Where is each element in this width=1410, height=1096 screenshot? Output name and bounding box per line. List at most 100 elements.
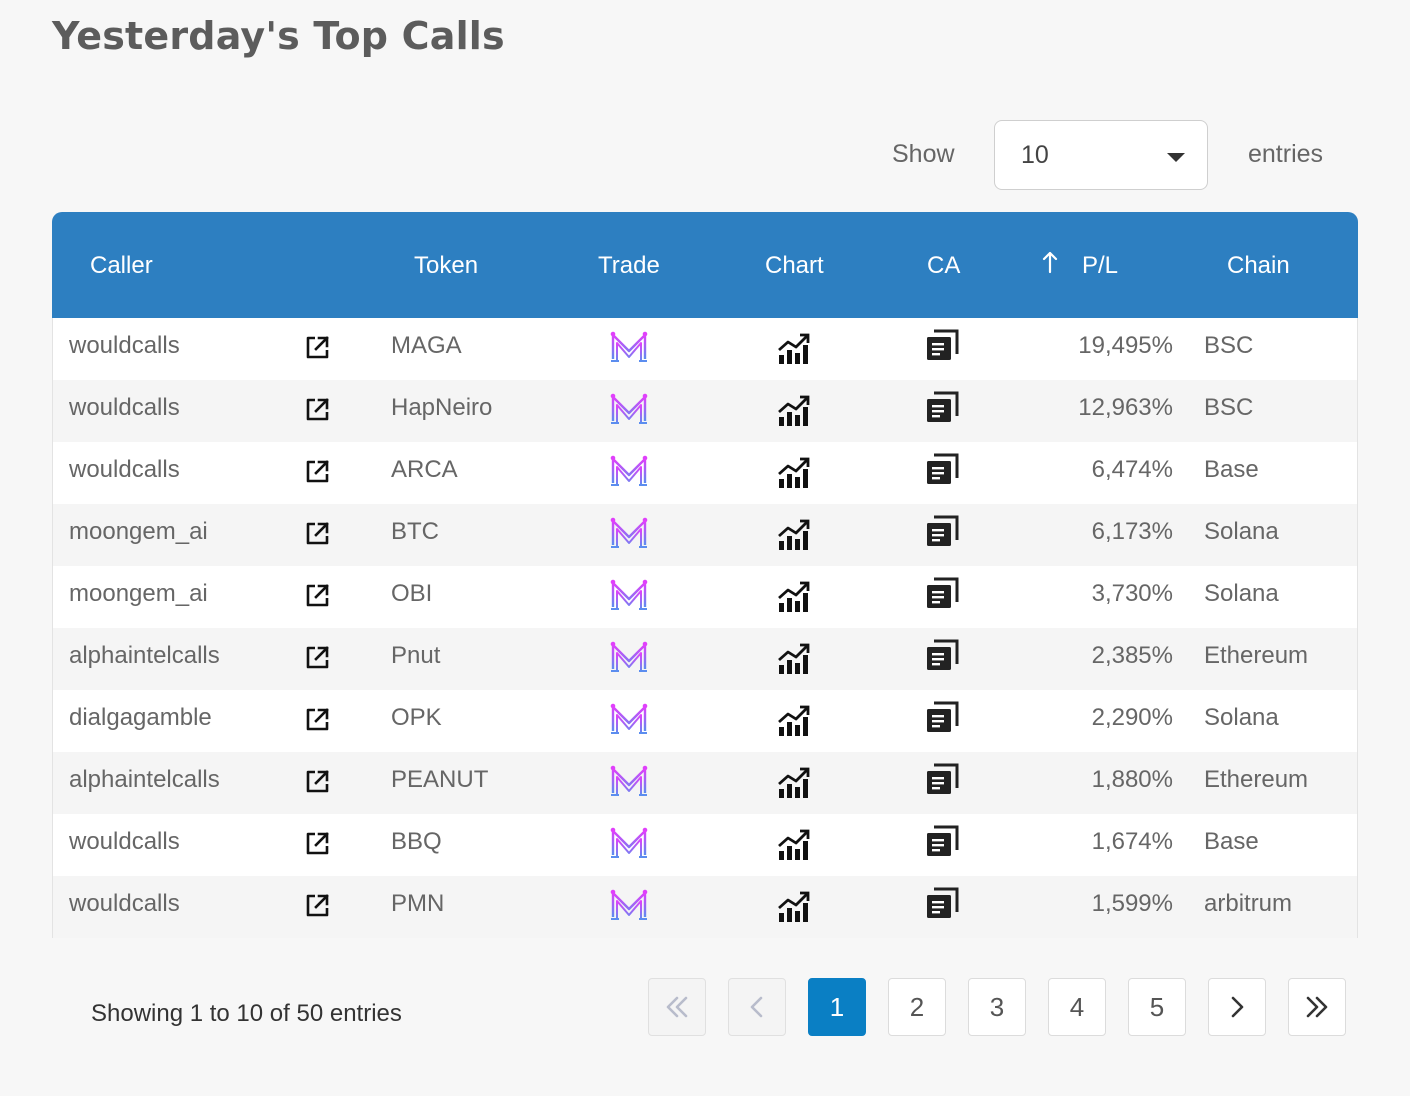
table-row: moongem_ai OBI 3,730% Solana [53,566,1357,628]
header-trade[interactable]: Trade [598,252,660,279]
token-name: PEANUT [391,766,489,793]
copy-icon[interactable] [925,762,959,796]
chart-trend-icon[interactable] [777,393,811,427]
external-link-icon[interactable] [303,768,331,796]
external-link-icon[interactable] [303,830,331,858]
external-link-icon[interactable] [303,458,331,486]
table-row: wouldcalls HapNeiro 12,963% BSC [53,380,1357,442]
trade-logo-icon[interactable] [609,825,649,861]
page-button-4[interactable]: 4 [1048,978,1106,1036]
table-info: Showing 1 to 10 of 50 entries [91,1000,402,1027]
caret-down-icon [1167,153,1185,162]
header-caller[interactable]: Caller [90,252,153,279]
trade-logo-icon[interactable] [609,453,649,489]
table-row: wouldcalls MAGA 19,495% BSC [53,318,1357,380]
trade-logo-icon[interactable] [609,577,649,613]
header-pl[interactable]: P/L [1082,252,1119,279]
entries-label: entries [1248,140,1324,168]
external-link-icon[interactable] [303,892,331,920]
external-link-icon[interactable] [303,520,331,548]
caller-name: dialgagamble [69,704,212,731]
chart-trend-icon[interactable] [777,827,811,861]
chart-trend-icon[interactable] [777,331,811,365]
trade-logo-icon[interactable] [609,701,649,737]
table-header: Caller Token Trade Chart CA P/L Chain [52,212,1358,318]
token-name: HapNeiro [391,394,493,421]
external-link-icon[interactable] [303,582,331,610]
first-page-button[interactable] [648,978,706,1036]
chain-name: Solana [1204,518,1279,545]
table-row: alphaintelcalls PEANUT 1,880% Ethereum [53,752,1357,814]
caller-name: wouldcalls [69,828,180,855]
copy-icon[interactable] [925,390,959,424]
chart-trend-icon[interactable] [777,455,811,489]
pl-value: 1,599% [1091,890,1173,917]
table-row: dialgagamble OPK 2,290% Solana [53,690,1357,752]
header-token[interactable]: Token [414,252,479,279]
chain-name: arbitrum [1204,890,1293,917]
trade-logo-icon[interactable] [609,515,649,551]
trade-logo-icon[interactable] [609,391,649,427]
copy-icon[interactable] [925,328,959,362]
trade-logo-icon[interactable] [609,639,649,675]
chart-trend-icon[interactable] [777,641,811,675]
page-button-3[interactable]: 3 [968,978,1026,1036]
pl-value: 2,385% [1091,642,1173,669]
chart-trend-icon[interactable] [777,517,811,551]
chain-name: BSC [1204,394,1254,421]
page-button-1[interactable]: 1 [808,978,866,1036]
chain-name: Solana [1204,580,1279,607]
chain-name: Ethereum [1204,766,1309,793]
caller-name: wouldcalls [69,456,180,483]
table-row: wouldcalls PMN 1,599% arbitrum [53,876,1357,938]
copy-icon[interactable] [925,886,959,920]
show-label: Show [892,140,955,168]
copy-icon[interactable] [925,824,959,858]
pl-value: 1,880% [1091,766,1173,793]
chart-trend-icon[interactable] [777,703,811,737]
caller-name: wouldcalls [69,890,180,917]
trade-logo-icon[interactable] [609,329,649,365]
caller-name: moongem_ai [69,518,208,545]
entries-select-value: 10 [1021,141,1049,169]
page-button-2[interactable]: 2 [888,978,946,1036]
copy-icon[interactable] [925,514,959,548]
page-button-5[interactable]: 5 [1128,978,1186,1036]
token-name: ARCA [391,456,458,483]
caller-name: wouldcalls [69,394,180,421]
pl-value: 1,674% [1091,828,1173,855]
header-ca[interactable]: CA [927,252,961,279]
chain-name: Base [1204,828,1259,855]
entries-select[interactable]: 10 [994,120,1208,190]
last-page-button[interactable] [1288,978,1346,1036]
chart-trend-icon[interactable] [777,889,811,923]
token-name: Pnut [391,642,441,669]
external-link-icon[interactable] [303,334,331,362]
copy-icon[interactable] [925,700,959,734]
page-title: Yesterday's Top Calls [52,14,505,58]
prev-page-button[interactable] [728,978,786,1036]
header-chart[interactable]: Chart [765,252,824,279]
copy-icon[interactable] [925,452,959,486]
pl-value: 19,495% [1078,332,1173,359]
external-link-icon[interactable] [303,644,331,672]
trade-logo-icon[interactable] [609,887,649,923]
next-page-button[interactable] [1208,978,1266,1036]
pl-value: 2,290% [1091,704,1173,731]
external-link-icon[interactable] [303,396,331,424]
double-chevron-left-icon [666,996,688,1018]
copy-icon[interactable] [925,576,959,610]
header-chain[interactable]: Chain [1227,252,1290,279]
double-chevron-right-icon [1306,996,1328,1018]
caller-name: wouldcalls [69,332,180,359]
pl-value: 3,730% [1091,580,1173,607]
chart-trend-icon[interactable] [777,765,811,799]
external-link-icon[interactable] [303,706,331,734]
calls-table: Caller Token Trade Chart CA P/L Chain wo… [52,212,1358,938]
copy-icon[interactable] [925,638,959,672]
table-row: wouldcalls ARCA 6,474% Base [53,442,1357,504]
table-row: moongem_ai BTC 6,173% Solana [53,504,1357,566]
trade-logo-icon[interactable] [609,763,649,799]
chart-trend-icon[interactable] [777,579,811,613]
token-name: PMN [391,890,445,917]
